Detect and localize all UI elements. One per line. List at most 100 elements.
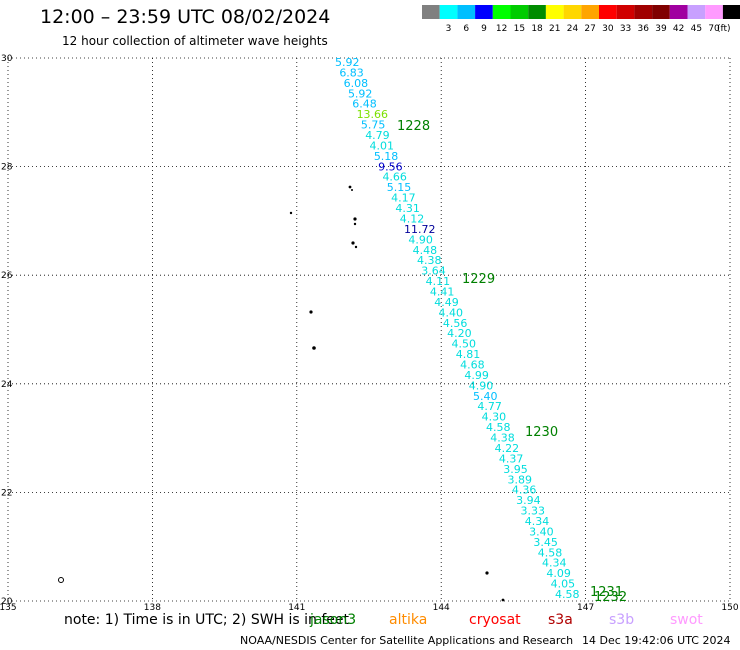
swh-value: 3.94 xyxy=(516,494,541,507)
swh-value: 3.89 xyxy=(508,473,533,486)
legend-swatch xyxy=(439,5,458,19)
lat-tick-label: 24 xyxy=(1,380,13,390)
swh-value: 4.12 xyxy=(400,212,425,225)
swh-value: 4.38 xyxy=(417,254,442,267)
swh-value: 4.79 xyxy=(365,129,390,142)
swh-value: 4.49 xyxy=(434,296,459,309)
generated-timestamp: 14 Dec 19:42:06 UTC 2024 xyxy=(582,634,731,647)
swh-value: 4.17 xyxy=(391,192,416,205)
legend-swatch xyxy=(475,5,493,19)
island-markers xyxy=(58,185,505,602)
legend-swatch xyxy=(422,5,440,19)
swh-value: 4.58 xyxy=(555,588,580,601)
legend-tick: 33 xyxy=(620,24,631,34)
swh-value: 4.77 xyxy=(477,400,502,413)
legend-tick: 6 xyxy=(463,24,469,34)
swh-value: 4.90 xyxy=(408,233,433,246)
legend-tick: 18 xyxy=(531,24,543,34)
island-marker xyxy=(501,598,505,602)
lon-tick-label: 135 xyxy=(0,603,17,610)
legend-swatch xyxy=(545,5,564,19)
swh-value: 4.09 xyxy=(546,567,571,580)
legend-swatch xyxy=(599,5,617,19)
island-marker xyxy=(485,571,489,575)
legend-tick: 9 xyxy=(481,24,487,34)
swh-value: 11.72 xyxy=(404,223,436,236)
swh-value: 4.50 xyxy=(451,338,476,351)
island-marker xyxy=(309,310,313,314)
swh-value: 4.20 xyxy=(447,327,472,340)
swh-value: 4.37 xyxy=(499,452,524,465)
legend-tick: 36 xyxy=(638,24,650,34)
legend-tick: 70 xyxy=(708,24,720,34)
mission-altika: altika xyxy=(389,612,428,628)
swh-value: 13.66 xyxy=(357,108,389,121)
swh-value: 3.45 xyxy=(533,536,558,549)
legend-swatch xyxy=(634,5,653,19)
legend-swatch xyxy=(722,5,740,19)
legend-tick: 24 xyxy=(567,24,579,34)
legend-swatch xyxy=(457,5,476,19)
swh-value: 3.95 xyxy=(503,463,528,476)
pass-label: 1228 xyxy=(397,119,430,134)
swh-value: 3.33 xyxy=(520,505,545,518)
chart-subtitle: 12 hour collection of altimeter wave hei… xyxy=(62,34,328,48)
island-marker xyxy=(312,346,316,350)
mission-swot: swot xyxy=(670,612,703,628)
pass-label: 1231 xyxy=(590,585,623,600)
island-marker xyxy=(351,189,353,191)
island-marker xyxy=(351,241,355,245)
legend-tick: 30 xyxy=(602,24,614,34)
lon-tick-label: 138 xyxy=(144,603,161,610)
swh-value: 4.81 xyxy=(456,348,481,361)
lon-tick-label: 144 xyxy=(433,603,450,610)
credit-line: NOAA/NESDIS Center for Satellite Applica… xyxy=(240,634,574,647)
island-marker xyxy=(348,185,352,189)
swh-value: 5.18 xyxy=(374,150,399,163)
color-legend: 3 6 9 12 15 18 21 24 27 30 33 36 39 42 45 70(ft) xyxy=(422,5,740,34)
swh-value: 4.22 xyxy=(495,442,520,455)
legend-swatch xyxy=(581,5,599,19)
island-marker xyxy=(353,222,357,226)
swh-value: 9.56 xyxy=(378,160,403,173)
swh-value: 4.41 xyxy=(430,285,455,298)
swh-value: 4.01 xyxy=(370,139,395,152)
swh-value: 4.05 xyxy=(551,578,576,591)
legend-tick: 12 xyxy=(496,24,507,34)
lat-tick-label: 30 xyxy=(1,54,13,64)
swh-observations: 5.926.836.085.926.4813.665.754.794.015.1… xyxy=(335,56,580,601)
swh-value: 5.15 xyxy=(387,181,412,194)
swh-value: 4.30 xyxy=(482,411,507,424)
mission-jason3: jason3 xyxy=(310,612,357,628)
swh-value: 4.48 xyxy=(413,244,438,257)
island-marker xyxy=(289,211,293,215)
swh-value: 4.90 xyxy=(469,379,494,392)
legend-swatch xyxy=(492,5,511,19)
legend-tick: 21 xyxy=(549,24,560,34)
swh-value: 4.68 xyxy=(460,359,485,372)
swh-value: 6.83 xyxy=(339,66,364,79)
swh-value: 4.99 xyxy=(464,369,489,382)
swh-value: 5.92 xyxy=(335,56,360,69)
swh-value: 4.58 xyxy=(538,546,563,559)
swh-value: 4.31 xyxy=(395,202,420,215)
legend-unit: (ft) xyxy=(717,24,731,34)
swh-value: 4.34 xyxy=(525,515,550,528)
legend-tick: 42 xyxy=(673,24,684,34)
footer-note: note: 1) Time is in UTC; 2) SWH is in fe… xyxy=(64,612,350,628)
pass-label: 1229 xyxy=(462,272,495,287)
swh-value: 5.40 xyxy=(473,390,498,403)
swh-value: 4.66 xyxy=(382,171,407,184)
lat-tick-label: 20 xyxy=(1,597,13,607)
legend-swatch xyxy=(510,5,529,19)
swh-value: 3.40 xyxy=(529,525,554,538)
legend-swatch xyxy=(669,5,688,19)
swh-value: 4.36 xyxy=(512,484,537,497)
swh-value: 6.48 xyxy=(352,98,377,111)
lon-tick-label: 150 xyxy=(721,603,738,610)
lon-tick-label: 141 xyxy=(288,603,305,610)
swh-value: 4.11 xyxy=(426,275,451,288)
